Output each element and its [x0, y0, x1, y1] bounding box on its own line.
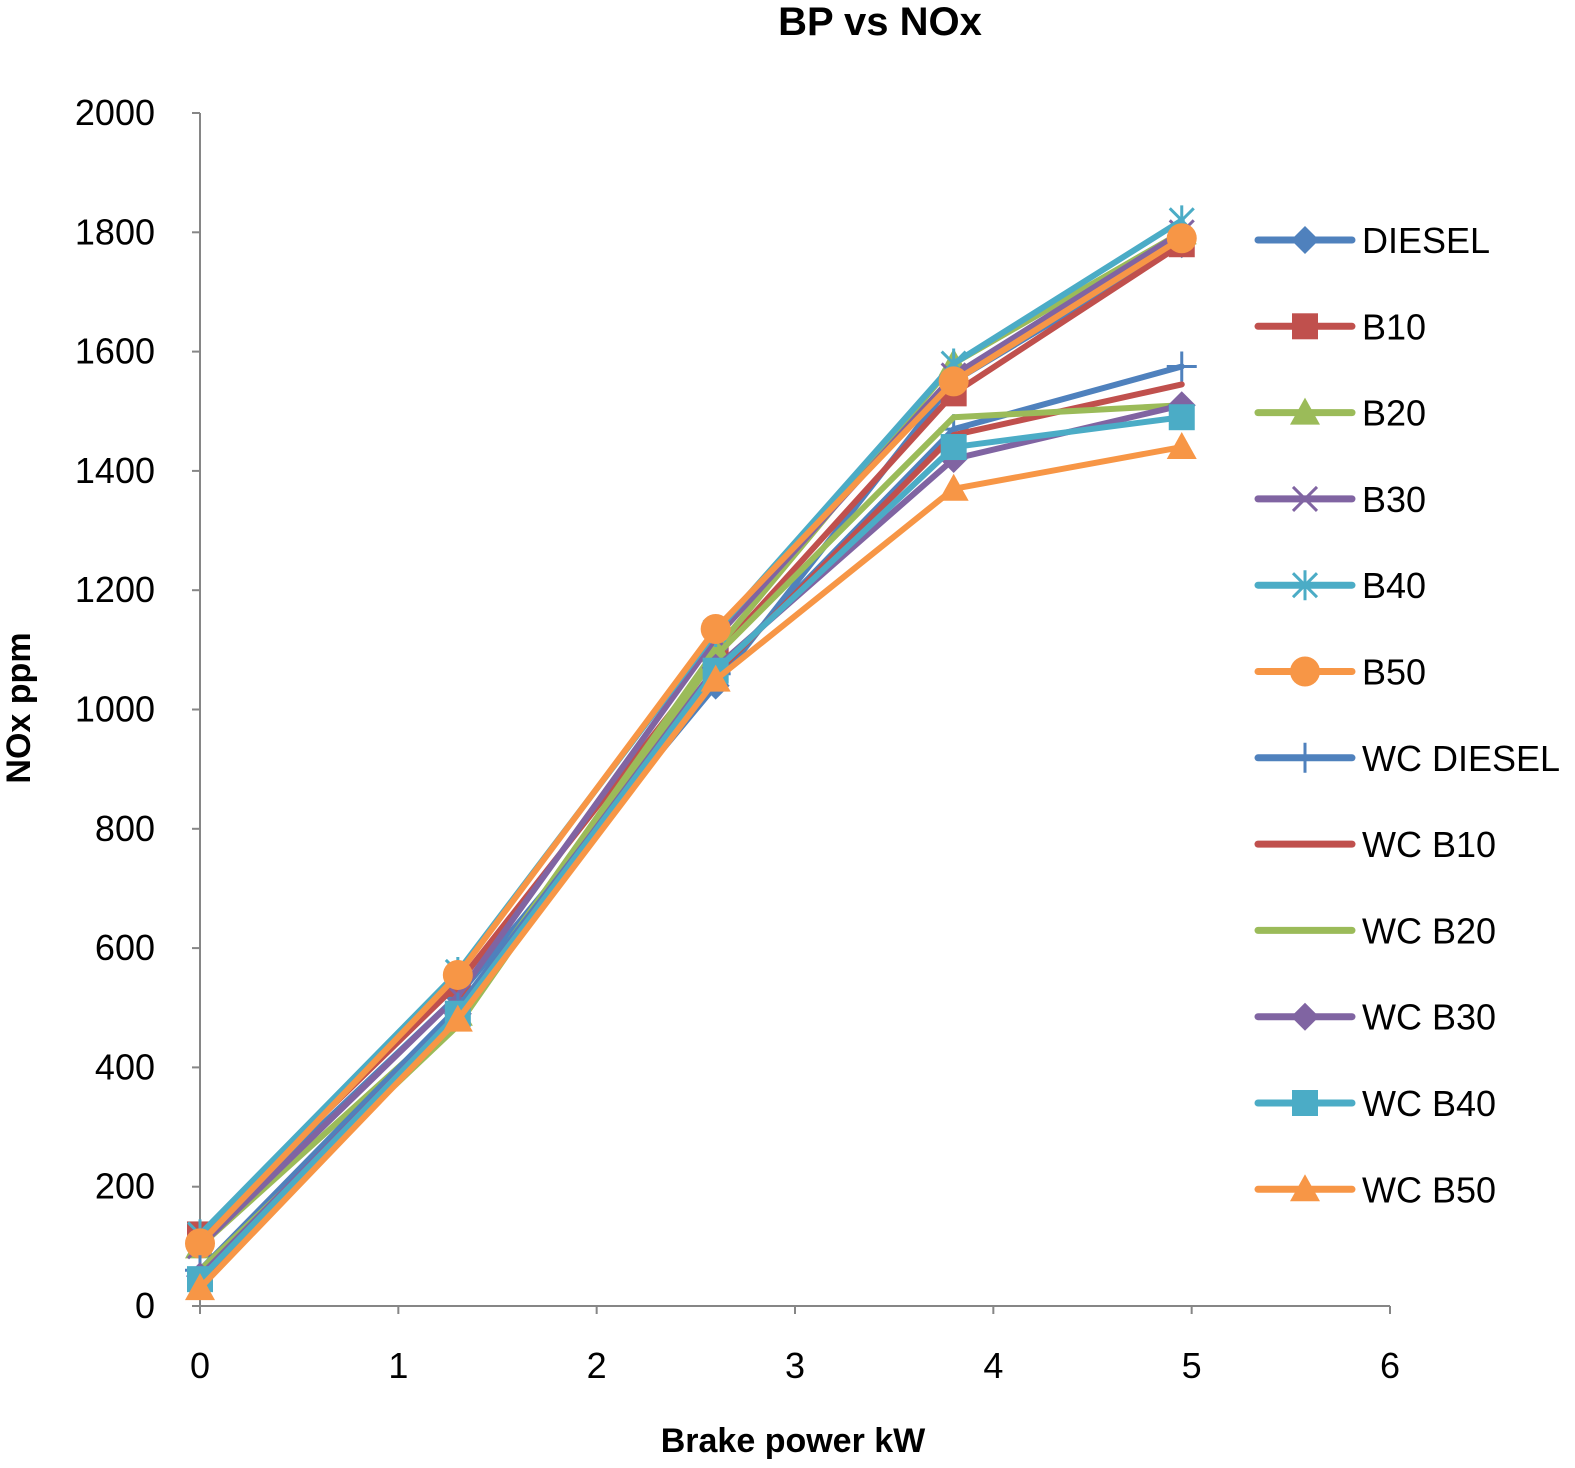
legend-label: WC B40 [1362, 1083, 1496, 1124]
y-tick-label: 800 [95, 808, 155, 849]
series-line-wc-b30 [197, 402, 1185, 1280]
y-tick-label: 1400 [75, 450, 155, 491]
series-wc-b10 [197, 381, 1185, 1286]
series-line-wc-b50 [197, 444, 1185, 1292]
data-point-b50 [938, 366, 969, 397]
series-wc-b40 [187, 404, 1195, 1293]
y-tick-label: 2000 [75, 92, 155, 133]
y-tick-label: 1800 [75, 211, 155, 252]
series-line-wc-b20 [197, 402, 1185, 1274]
data-point-wc-b50 [700, 664, 731, 692]
legend-label: DIESEL [1362, 220, 1490, 261]
data-point-b20 [700, 634, 731, 662]
legend-label: WC B30 [1362, 997, 1496, 1038]
y-axis-title: NOx ppm [0, 632, 38, 783]
legend-label: B10 [1362, 306, 1426, 347]
legend-label: WC B10 [1362, 824, 1496, 865]
y-tick-label: 1000 [75, 689, 155, 730]
legend-item-wc-b20: WC B20 [1254, 910, 1496, 951]
data-point-b50 [185, 1228, 215, 1259]
data-point-wc-b50 [442, 1004, 473, 1032]
series-b50 [185, 223, 1197, 1259]
legend-marker [1291, 485, 1319, 512]
x-axis-title: Brake power kW [661, 1422, 926, 1460]
data-point-wc-b40 [940, 434, 967, 461]
y-tick-label: 200 [95, 1166, 155, 1207]
series-line-b50 [197, 235, 1185, 1247]
legend-item-wc-b30: WC B30 [1254, 997, 1496, 1038]
x-tick-label: 1 [388, 1345, 408, 1386]
data-point-wc-b50 [1166, 432, 1197, 460]
data-point-b50 [1166, 223, 1197, 254]
legend-item-wc-b10: WC B10 [1254, 824, 1496, 865]
series-wc-b30 [186, 391, 1196, 1291]
axes: 0 200 400 600 800 1000 1200 1400 1600 1800 2000 0 1 2… [75, 92, 1400, 1386]
x-tick-label: 6 [1380, 1345, 1400, 1386]
legend-label: WC DIESEL [1362, 738, 1560, 779]
legend-marker [1290, 742, 1320, 773]
legend-item-wc-diesel: WC DIESEL [1254, 738, 1560, 779]
legend-label: B50 [1362, 652, 1426, 693]
legend: DIESEL B10 B20 B30 B40 B50 WC DIESEL WC B10 WC B… [1254, 220, 1560, 1210]
x-tick-label: 2 [587, 1345, 607, 1386]
legend-item-wc-b50: WC B50 [1254, 1169, 1496, 1210]
legend-item-b40: B40 [1254, 565, 1426, 606]
legend-marker [1290, 656, 1320, 687]
y-tick-label: 1200 [75, 569, 155, 610]
x-tick-label: 4 [983, 1345, 1003, 1386]
data-point-b50 [700, 613, 731, 644]
legend-item-b10: B10 [1254, 306, 1426, 347]
legend-marker [1292, 313, 1318, 340]
legend-label: B30 [1362, 479, 1426, 520]
legend-item-b30: B30 [1254, 479, 1426, 520]
y-tick-label: 0 [135, 1285, 155, 1326]
x-tick-label: 5 [1182, 1345, 1202, 1386]
series-line-wc-b10 [197, 381, 1185, 1286]
legend-item-b20: B20 [1254, 393, 1426, 434]
series-wc-b50 [185, 432, 1197, 1301]
data-point-wc-b40 [1168, 404, 1195, 431]
y-tick-label: 400 [95, 1046, 155, 1087]
legend-marker [1292, 1090, 1318, 1116]
legend-item-diesel: DIESEL [1254, 220, 1490, 261]
legend-item-wc-b40: WC B40 [1254, 1083, 1496, 1124]
series-wc-b20 [197, 402, 1185, 1274]
legend-marker [1290, 1174, 1320, 1202]
legend-marker [1291, 570, 1319, 601]
series-line-wc-b40 [197, 414, 1185, 1283]
legend-item-b50: B50 [1254, 652, 1426, 693]
series-line-b40 [197, 217, 1185, 1238]
data-point-wc-b50 [938, 473, 969, 501]
legend-marker [1290, 397, 1320, 425]
chart-title: BP vs NOx [778, 0, 982, 44]
series-layer [185, 205, 1197, 1301]
x-tick-label: 3 [785, 1345, 805, 1386]
data-point-b50 [442, 959, 473, 990]
x-tick-label: 0 [190, 1345, 210, 1386]
y-tick-label: 1600 [75, 331, 155, 372]
legend-label: WC B20 [1362, 910, 1496, 951]
legend-label: B20 [1362, 393, 1426, 434]
y-tick-label: 600 [95, 927, 155, 968]
legend-label: WC B50 [1362, 1169, 1496, 1210]
data-point-wc-b50 [185, 1273, 215, 1301]
series-b40 [186, 205, 1195, 1250]
legend-label: B40 [1362, 565, 1426, 606]
data-point-wc-diesel [1166, 351, 1197, 382]
legend-marker [1291, 226, 1319, 254]
legend-marker [1291, 1002, 1319, 1031]
